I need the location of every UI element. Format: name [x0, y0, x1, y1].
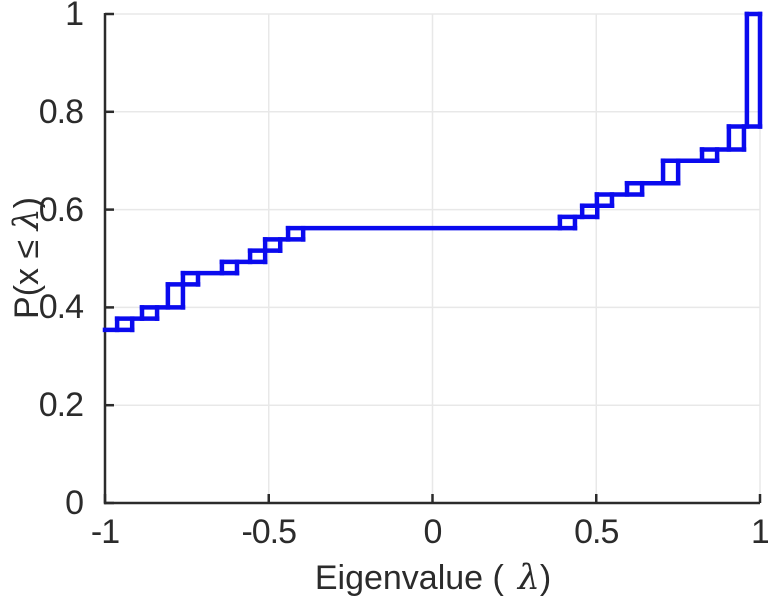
leq-symbol: ≤: [8, 230, 46, 259]
x-tick-label: -1: [90, 513, 120, 551]
y-axis-label-close: ): [8, 197, 46, 209]
axes: [103, 12, 762, 505]
x-tick-label: 0.5: [574, 513, 619, 551]
x-axis-label-close: ): [539, 559, 552, 597]
y-axis-label: P(x ≤ λ): [7, 197, 47, 319]
y-axis-label-text: P(x: [8, 258, 46, 319]
lambda-symbol: λ: [7, 208, 47, 231]
x-tick-label: 1: [751, 513, 768, 551]
x-axis-label-text: Eigenvalue (: [314, 559, 504, 597]
grid-lines: [104, 13, 761, 504]
y-tick-label: 0.4: [38, 288, 84, 327]
y-tick-label: 0.2: [38, 386, 84, 425]
ecdf-step-curve: [102, 11, 763, 333]
y-tick-label: 1: [65, 0, 84, 33]
x-tick-label: -0.5: [241, 513, 297, 551]
y-tick-label: 0.6: [38, 190, 84, 229]
y-tick-label: 0.8: [38, 92, 84, 131]
lambda-symbol: λ: [517, 558, 540, 598]
y-tick-label: 0: [65, 484, 84, 522]
x-axis-label: Eigenvalue ( λ): [315, 560, 551, 596]
x-tick-label: 0: [423, 513, 443, 551]
